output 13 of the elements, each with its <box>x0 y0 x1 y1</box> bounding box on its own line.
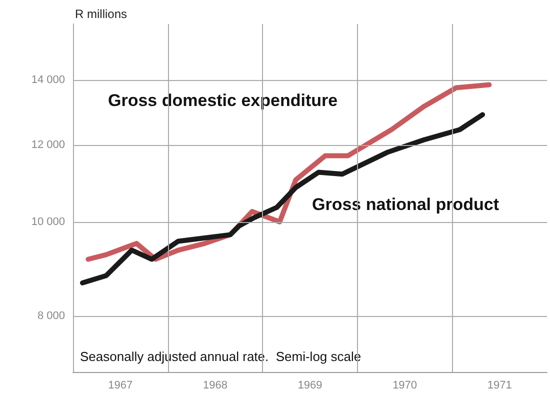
x-tick-label: 1968 <box>202 380 228 392</box>
y-tick-label: 14 000 <box>31 74 65 86</box>
series-label: Gross national product <box>312 195 500 214</box>
x-tick-label: 1971 <box>487 380 512 392</box>
annotation: Seasonally adjusted annual rate. Semi-log scale <box>80 349 362 364</box>
y-tick-label: 12 000 <box>31 139 65 152</box>
x-tick-label: 1969 <box>298 380 322 392</box>
text: Gross domestic expenditure <box>108 91 338 110</box>
y-tick-label: 10 000 <box>31 216 65 228</box>
y-tick-label: 8 000 <box>37 310 65 322</box>
x-tick-label: 1970 <box>392 380 418 392</box>
y-axis-title: R millions <box>75 7 128 21</box>
x-tick-label: 1967 <box>108 380 133 392</box>
